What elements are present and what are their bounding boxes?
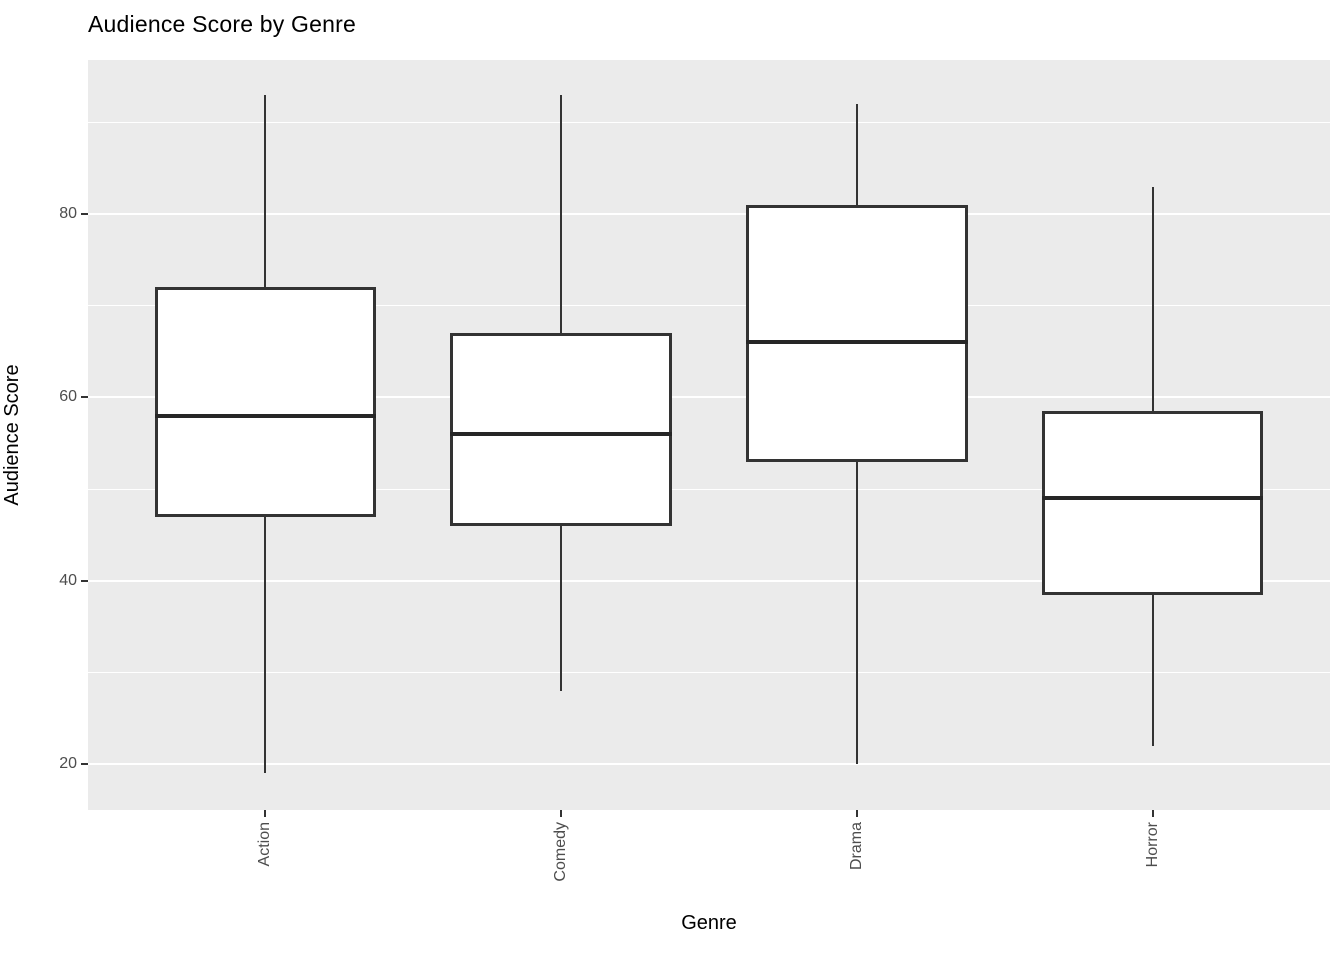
y-axis-tick (81, 579, 88, 582)
plot-panel (88, 60, 1330, 810)
y-tick-label: 20 (59, 755, 77, 773)
x-tick-label-drama: Drama (847, 822, 865, 871)
y-axis-title: Audience Score (1, 364, 23, 506)
gridline-minor (88, 121, 1330, 123)
box-horror (1041, 411, 1264, 595)
y-tick-label: 80 (59, 205, 77, 223)
x-tick-label-comedy: Comedy (552, 822, 570, 882)
gridline-major (88, 396, 1330, 399)
x-axis-tick (264, 810, 267, 817)
median-line-action (154, 413, 377, 418)
x-axis-title: Genre (681, 912, 737, 934)
median-line-horror (1041, 496, 1264, 501)
gridline-major (88, 213, 1330, 216)
x-axis-tick (1151, 810, 1154, 817)
y-axis-tick (81, 213, 88, 216)
x-axis-tick (855, 810, 858, 817)
chart-title: Audience Score by Genre (88, 11, 356, 37)
box-drama (745, 204, 968, 462)
y-axis-tick (81, 396, 88, 399)
y-axis-tick (81, 763, 88, 766)
gridline-minor (88, 488, 1330, 490)
median-line-drama (745, 340, 968, 345)
box-comedy (450, 333, 673, 526)
box-action (154, 287, 377, 517)
gridline-major (88, 579, 1330, 582)
x-axis-tick (560, 810, 563, 817)
x-tick-label-action: Action (256, 822, 274, 867)
y-tick-label: 60 (59, 388, 77, 406)
x-tick-label-horror: Horror (1143, 822, 1161, 868)
median-line-comedy (450, 432, 673, 437)
y-tick-label: 40 (59, 571, 77, 589)
gridline-minor (88, 305, 1330, 307)
gridline-minor (88, 671, 1330, 673)
gridline-major (88, 763, 1330, 766)
